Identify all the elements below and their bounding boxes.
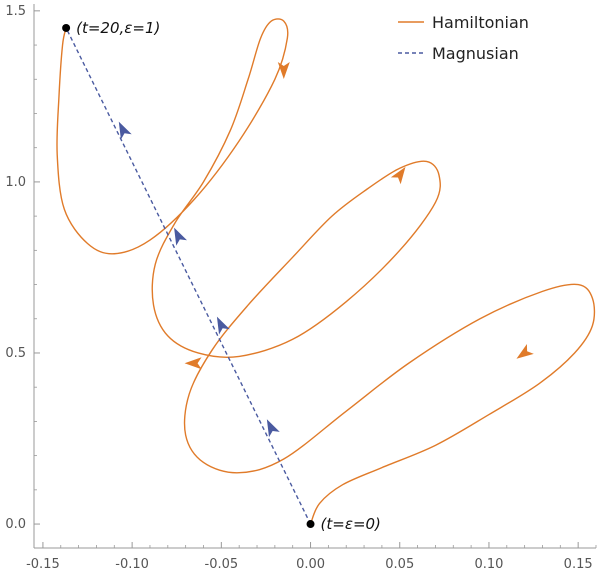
x-tick-label: -0.10 — [115, 557, 149, 572]
direction-arrow-magnusian — [174, 227, 187, 246]
y-tick-label: 1.0 — [5, 175, 26, 190]
series-layer — [56, 18, 596, 525]
endpoint-label: (t=20,ε=1) — [76, 19, 160, 37]
series-line-magnusian — [65, 27, 312, 525]
legend-label-hamiltonian: Hamiltonian — [432, 13, 529, 32]
y-tick-label: 0.5 — [5, 346, 26, 361]
y-tick-label: 0.0 — [5, 517, 26, 532]
series-line-hamiltonian — [56, 18, 596, 525]
y-tick-label: 1.5 — [5, 4, 26, 19]
axes: -0.15 -0.10 -0.05 0.00 0.05 0.10 0.15 0.0 0.5 1.0… — [5, 4, 597, 572]
direction-arrow-magnusian — [216, 316, 230, 335]
direction-arrow-hamiltonian — [184, 357, 202, 370]
legend-label-magnusian: Magnusian — [432, 44, 519, 63]
endpoint-marker — [306, 520, 315, 529]
arrow-layer — [118, 62, 534, 438]
x-tick-label: -0.05 — [205, 557, 239, 572]
endpoint-label: (t=ε=0) — [321, 515, 381, 533]
x-tick-label: 0.05 — [385, 557, 414, 572]
direction-arrow-magnusian — [266, 419, 280, 438]
endpoint-marker — [62, 23, 71, 32]
direction-arrow-hamiltonian — [516, 344, 534, 359]
x-tick-label: 0.10 — [474, 557, 503, 572]
x-tick-label: 0.00 — [296, 557, 325, 572]
annotation-layer: (t=20,ε=1) (t=ε=0) — [62, 19, 381, 533]
x-tick-label: 0.15 — [564, 557, 593, 572]
legend: Hamiltonian Magnusian — [398, 13, 529, 63]
direction-arrow-magnusian — [118, 121, 132, 140]
x-tick-label: -0.15 — [26, 557, 60, 572]
direction-arrow-hamiltonian — [390, 166, 406, 185]
direction-arrow-hamiltonian — [277, 62, 290, 80]
